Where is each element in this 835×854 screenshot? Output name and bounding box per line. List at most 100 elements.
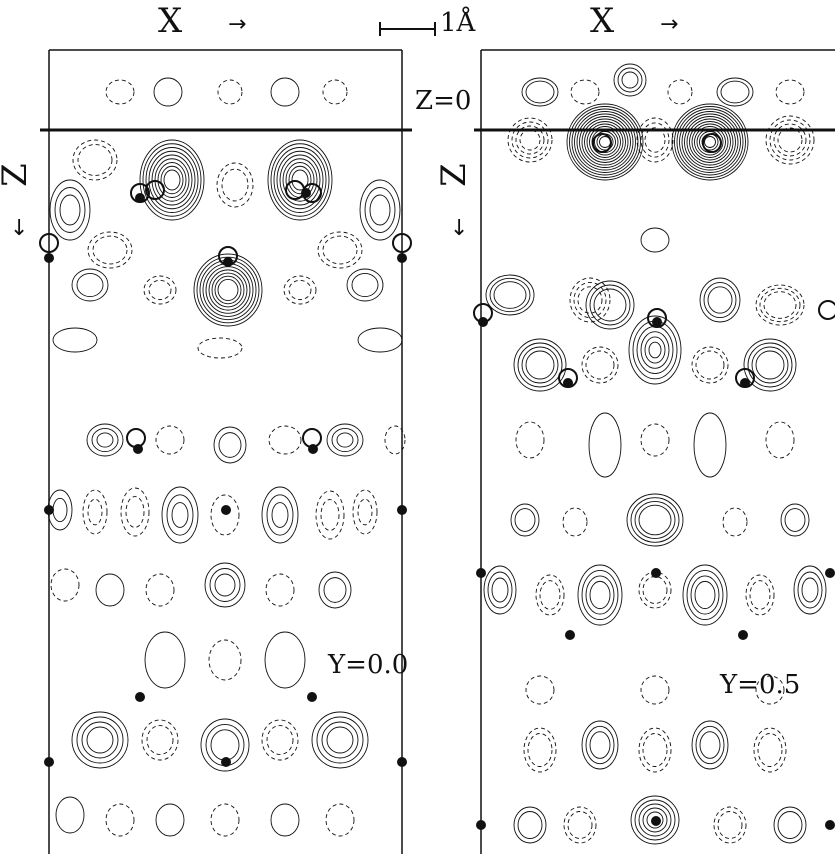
positive-contour xyxy=(487,571,513,609)
positive-contour xyxy=(638,504,672,536)
right-panel xyxy=(474,49,835,854)
positive-contour xyxy=(282,158,318,202)
open-atom-marker xyxy=(145,180,165,200)
filled-atom-marker xyxy=(133,444,143,454)
filled-atom-marker xyxy=(301,188,311,198)
negative-contour xyxy=(315,490,345,540)
positive-contour xyxy=(52,497,68,523)
negative-contour xyxy=(775,79,805,105)
negative-contour xyxy=(322,79,348,105)
negative-contour xyxy=(515,125,545,155)
negative-contour xyxy=(320,499,340,531)
filled-atom-marker xyxy=(825,820,835,830)
positive-contour xyxy=(589,580,611,610)
positive-contour xyxy=(154,158,190,202)
positive-contour xyxy=(632,320,678,380)
positive-contour xyxy=(369,194,391,226)
negative-contour xyxy=(567,811,593,839)
positive-contour xyxy=(517,811,543,839)
positive-contour xyxy=(54,187,86,233)
positive-contour xyxy=(588,412,622,478)
positive-contour xyxy=(81,721,119,759)
negative-contour xyxy=(749,580,771,610)
filled-atom-marker xyxy=(740,378,750,388)
positive-contour xyxy=(716,77,754,107)
negative-contour xyxy=(765,115,815,165)
positive-contour xyxy=(525,80,555,104)
positive-contour xyxy=(489,277,531,313)
negative-contour xyxy=(77,144,113,176)
open-atom-marker xyxy=(818,300,835,320)
positive-contour xyxy=(199,259,257,321)
positive-contour xyxy=(574,111,636,173)
filled-atom-marker xyxy=(825,568,835,578)
positive-contour xyxy=(326,423,364,457)
negative-contour xyxy=(146,725,174,755)
negative-contour xyxy=(208,639,242,681)
positive-contour xyxy=(493,281,527,309)
positive-contour xyxy=(676,108,744,176)
positive-contour xyxy=(264,631,306,689)
positive-contour xyxy=(581,118,629,166)
negative-contour xyxy=(638,727,672,773)
positive-contour xyxy=(351,272,379,298)
positive-contour xyxy=(751,346,789,384)
positive-contour xyxy=(589,731,611,759)
positive-contour xyxy=(695,725,725,765)
positive-contour xyxy=(491,577,509,603)
negative-contour xyxy=(72,139,118,181)
filled-atom-marker xyxy=(221,757,231,767)
positive-contour xyxy=(646,811,664,829)
open-atom-marker xyxy=(126,428,146,448)
negative-contour xyxy=(266,725,294,755)
positive-contour xyxy=(579,116,631,168)
left-atoms xyxy=(39,180,412,767)
negative-contour xyxy=(210,494,240,536)
positive-contour xyxy=(696,128,724,156)
positive-contour xyxy=(273,147,327,213)
positive-contour xyxy=(585,280,635,330)
positive-contour xyxy=(630,795,680,845)
negative-contour xyxy=(352,489,378,535)
positive-contour xyxy=(214,275,242,305)
negative-contour xyxy=(148,279,172,301)
left-contours xyxy=(47,77,406,837)
negative-contour xyxy=(581,346,619,384)
positive-contour xyxy=(217,278,239,302)
positive-contour xyxy=(517,342,563,388)
positive-contour xyxy=(267,139,333,221)
negative-contour xyxy=(695,350,725,380)
positive-contour xyxy=(586,123,624,161)
positive-contour xyxy=(525,350,555,380)
positive-contour xyxy=(773,806,807,844)
positive-contour xyxy=(584,121,626,163)
positive-contour xyxy=(640,227,670,253)
positive-contour xyxy=(613,63,647,97)
negative-contour xyxy=(745,574,775,616)
positive-contour xyxy=(86,423,124,457)
filled-atom-marker xyxy=(308,444,318,454)
positive-contour xyxy=(266,494,294,536)
positive-contour xyxy=(91,427,119,453)
negative-contour xyxy=(570,79,600,105)
positive-contour xyxy=(76,272,104,298)
filled-atom-marker xyxy=(478,317,488,327)
filled-atom-marker xyxy=(738,630,748,640)
positive-contour xyxy=(755,350,785,380)
positive-contour xyxy=(359,179,401,241)
positive-contour xyxy=(205,266,251,314)
positive-contour xyxy=(679,111,741,173)
negative-contour xyxy=(155,425,185,455)
positive-contour xyxy=(364,187,396,233)
filled-atom-marker xyxy=(397,253,407,263)
positive-contour xyxy=(617,67,643,93)
filled-atom-marker xyxy=(397,757,407,767)
negative-contour xyxy=(120,487,150,537)
negative-contour xyxy=(562,507,588,537)
positive-contour xyxy=(331,427,359,453)
negative-contour xyxy=(87,498,103,526)
negative-contour xyxy=(759,287,801,323)
open-atom-marker xyxy=(39,233,59,253)
positive-contour xyxy=(707,286,733,314)
positive-contour xyxy=(636,326,674,374)
